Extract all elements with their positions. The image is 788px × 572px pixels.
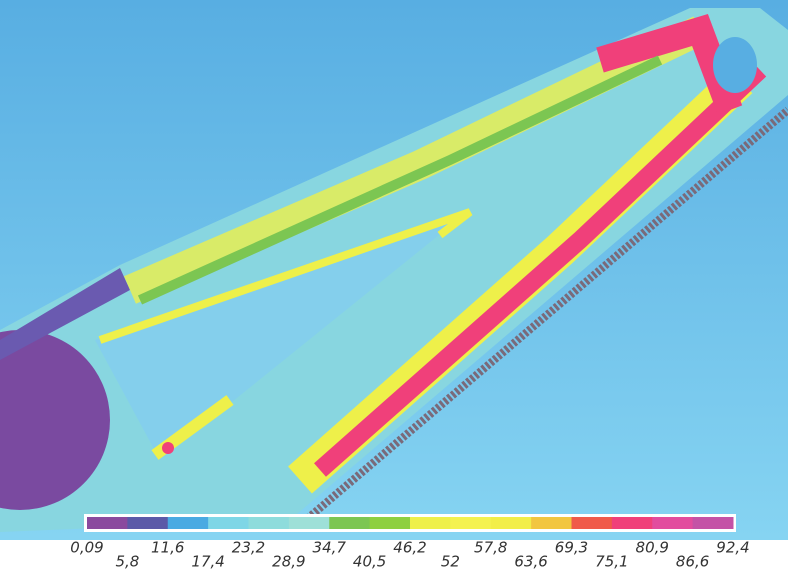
legend-swatch [249,517,290,529]
legend-swatch [531,517,572,529]
legend-swatch [127,517,168,529]
legend-tick-label: 92,4 [716,539,749,557]
legend-tick-label: 23,2 [232,539,265,557]
legend-swatch [572,517,613,529]
legend-tick-label: 86,6 [676,553,709,571]
legend-tick-label: 63,6 [514,553,547,571]
legend-tick-label: 5,8 [115,553,139,571]
legend-tick-label: 80,9 [636,539,669,557]
legend-swatch [370,517,411,529]
legend-tick-label: 75,1 [595,553,628,571]
legend-swatch [289,517,330,529]
legend-swatch [450,517,491,529]
legend-swatch [208,517,249,529]
legend-swatch [612,517,653,529]
legend-tick-label: 11,6 [151,539,184,557]
legend-tick-label: 69,3 [555,539,588,557]
legend-swatch [693,517,734,529]
legend-tick-label: 46,2 [393,539,426,557]
legend-tick-label: 40,5 [353,553,386,571]
legend-tick-label: 17,4 [191,553,224,571]
legend-swatch [410,517,451,529]
fea-view: 0,09 5,8 11,6 17,4 23,2 28,9 34,7 40,5 46,2 52 57,… [0,0,788,572]
legend-tick-label: 52 [441,553,460,571]
legend-tick-label: 34,7 [313,539,347,557]
page: {"legend": { "ticks": [ {"value": 0.09, … [0,0,788,572]
legend-swatch [329,517,370,529]
legend-tick-label: 28,9 [272,553,305,571]
legend-swatch [168,517,209,529]
legend-swatch [652,517,693,529]
legend-swatch [87,517,128,529]
legend-swatch [491,517,532,529]
legend-tick-label: 0,09 [70,539,103,557]
legend-tick-label: 57,8 [474,539,507,557]
